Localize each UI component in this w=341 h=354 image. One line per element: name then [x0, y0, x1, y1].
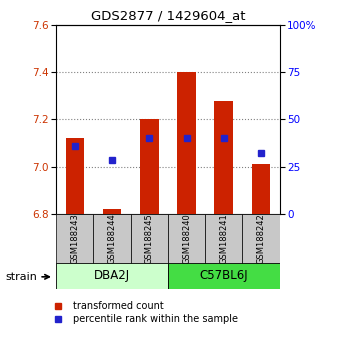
Text: GSM188244: GSM188244: [108, 213, 117, 264]
Text: GSM188245: GSM188245: [145, 213, 154, 264]
Bar: [56, 263, 168, 289]
Bar: [252, 165, 270, 214]
Text: DBA2J: DBA2J: [94, 269, 130, 282]
Bar: [65, 138, 84, 214]
Text: GSM188241: GSM188241: [219, 213, 228, 264]
Bar: [140, 119, 159, 214]
Bar: [131, 214, 168, 264]
Bar: [56, 214, 93, 264]
Text: strain: strain: [5, 272, 37, 282]
Title: GDS2877 / 1429604_at: GDS2877 / 1429604_at: [91, 9, 245, 22]
Bar: [93, 214, 131, 264]
Text: percentile rank within the sample: percentile rank within the sample: [73, 314, 238, 324]
Text: transformed count: transformed count: [73, 301, 164, 311]
Bar: [177, 72, 196, 214]
Bar: [214, 101, 233, 214]
Text: GSM188242: GSM188242: [256, 213, 266, 264]
Bar: [103, 210, 121, 214]
Text: C57BL6J: C57BL6J: [199, 269, 248, 282]
Text: GSM188240: GSM188240: [182, 213, 191, 264]
Bar: [205, 214, 242, 264]
Bar: [242, 214, 280, 264]
Bar: [168, 214, 205, 264]
Text: GSM188243: GSM188243: [70, 213, 79, 264]
Bar: [168, 263, 280, 289]
